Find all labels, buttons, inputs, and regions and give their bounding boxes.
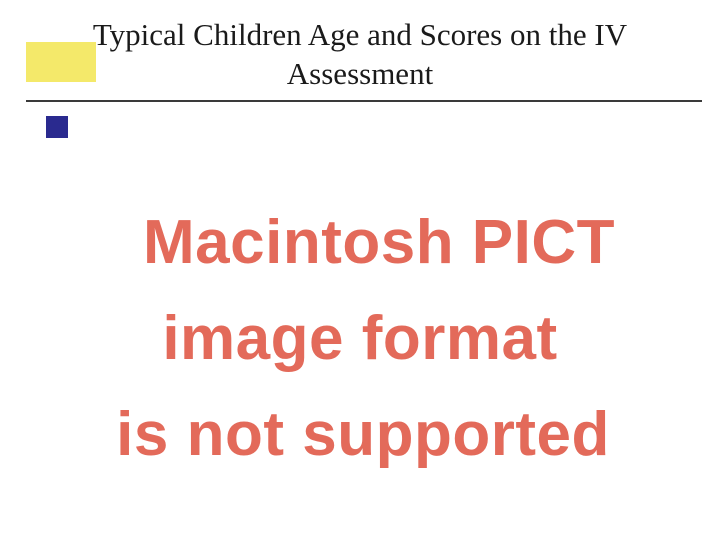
slide-container: Typical Children Age and Scores on the I… [0,0,720,540]
decoration-blue-square [46,116,68,138]
title-area: Typical Children Age and Scores on the I… [0,16,720,94]
error-line-2: image format [0,291,720,387]
slide-title: Typical Children Age and Scores on the I… [40,16,680,94]
error-message: Macintosh PICT image format is not suppo… [0,195,720,483]
error-line-1: Macintosh PICT [38,195,720,291]
error-line-3: is not supported [0,387,720,483]
title-underline [26,100,702,102]
